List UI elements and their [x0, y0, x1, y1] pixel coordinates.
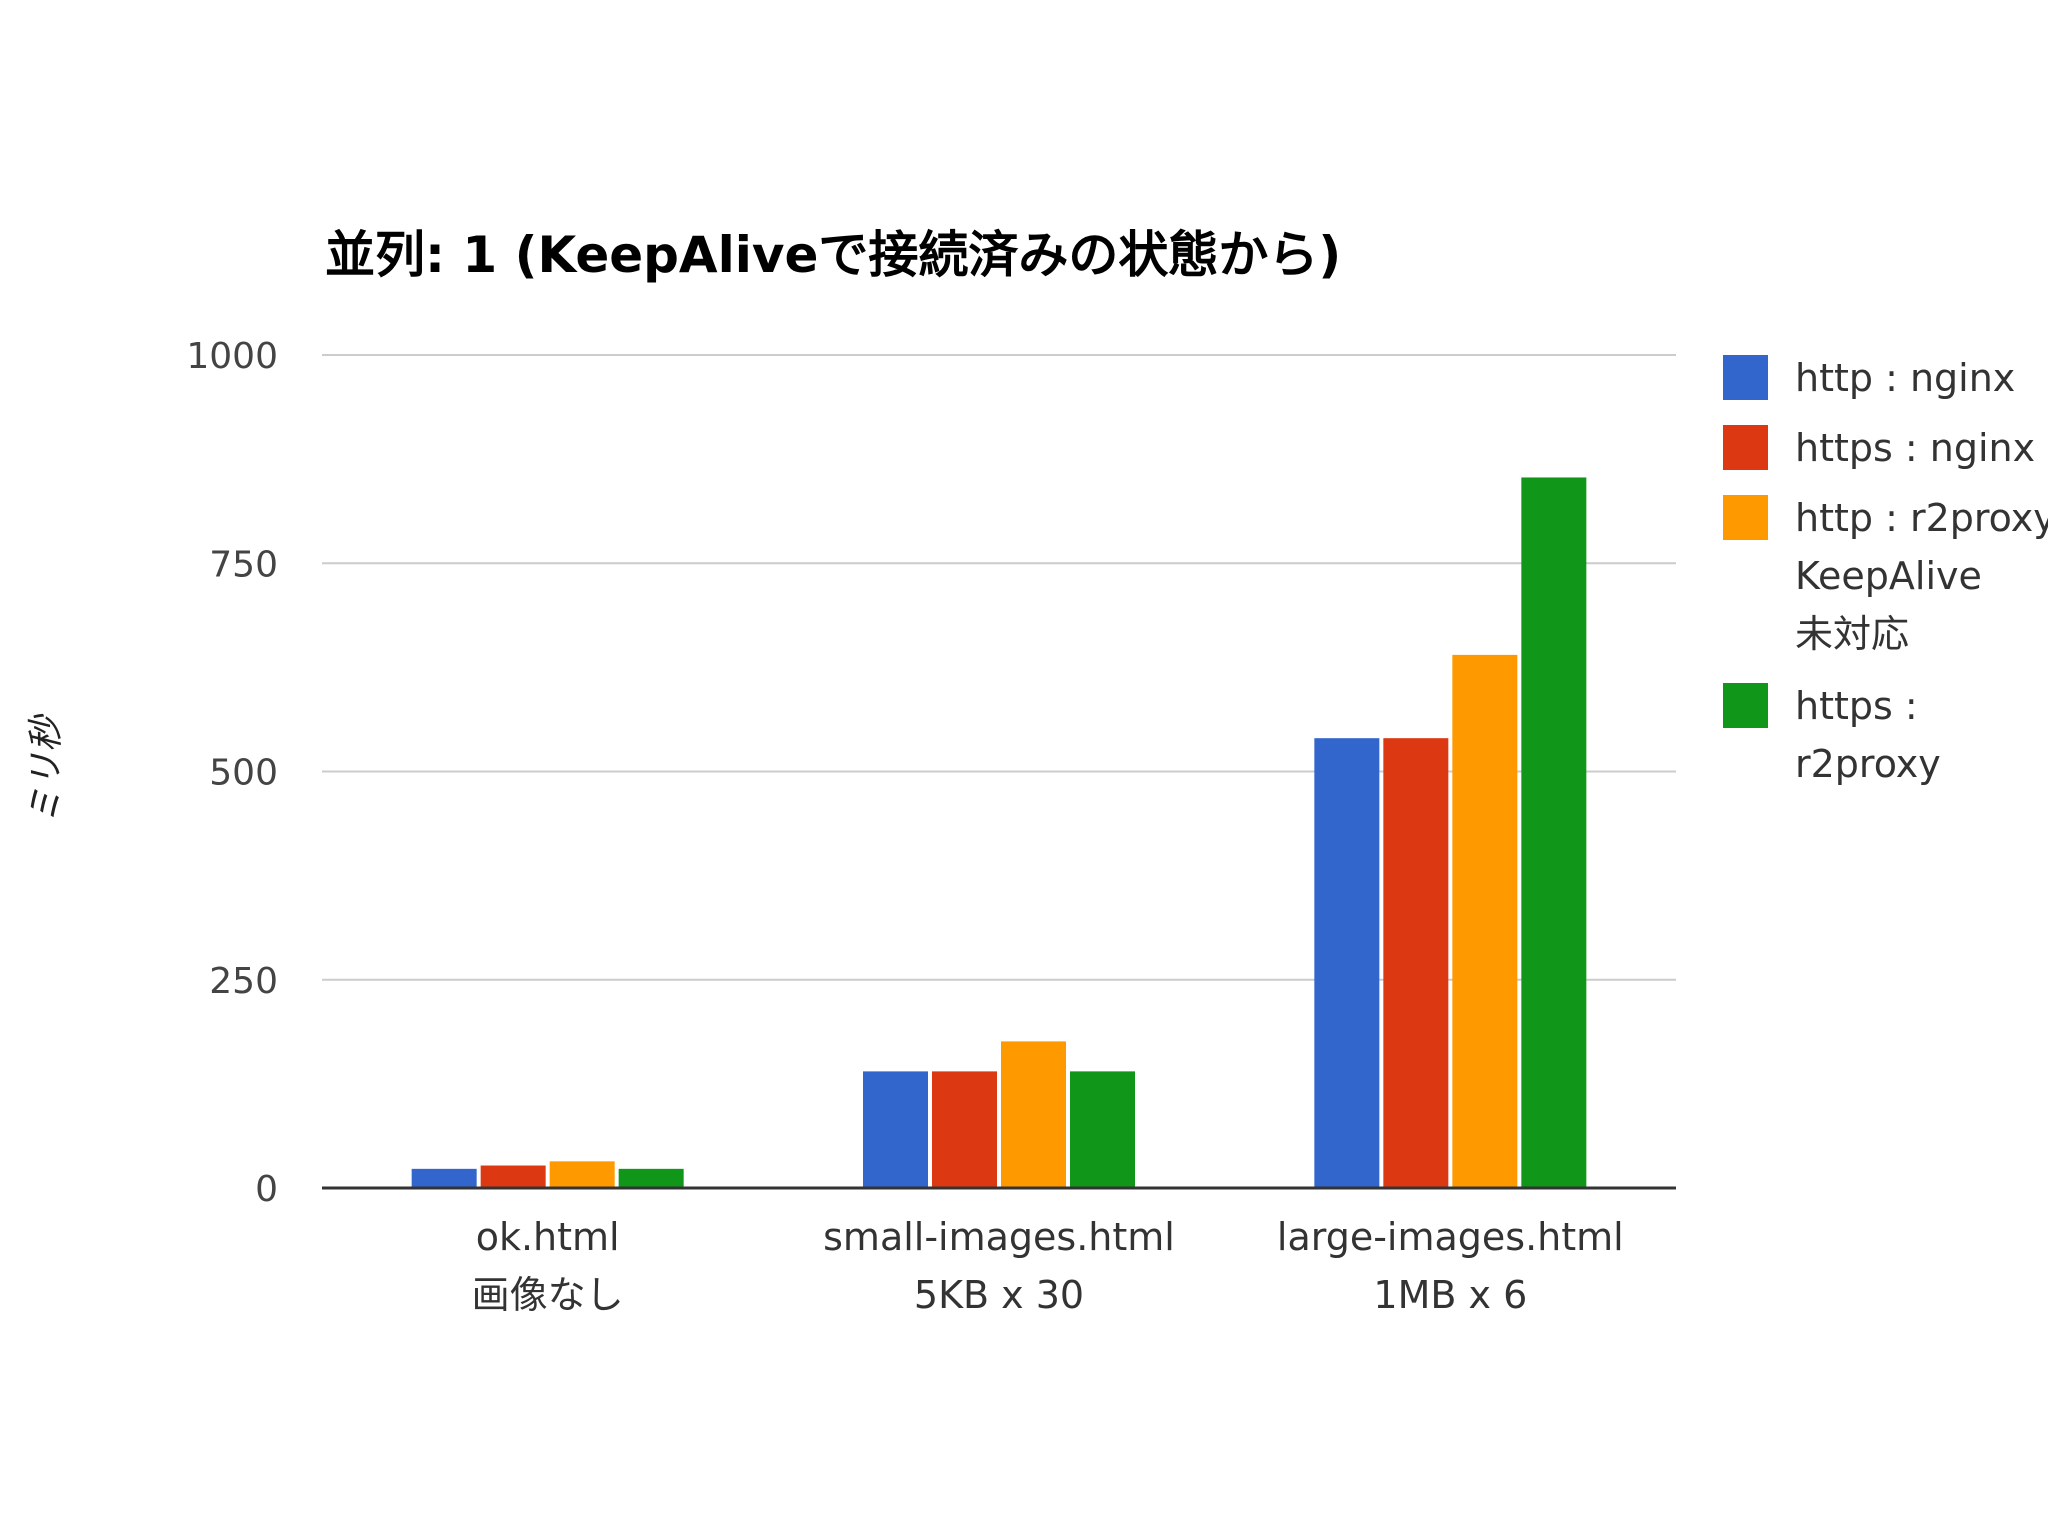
x-tick-label: small-images.html	[823, 1215, 1175, 1259]
legend-swatch	[1723, 425, 1768, 470]
legend[interactable]: http : nginx https : nginx http : r2proxy K…	[1723, 355, 2048, 786]
x-tick-label: 5KB x 30	[914, 1273, 1084, 1317]
bar[interactable]	[1452, 654, 1518, 1188]
chart-title: 並列: 1 (KeepAliveで接続済みの状態から)	[325, 226, 1341, 284]
y-tick-label: 250	[209, 961, 278, 1002]
y-tick-label: 750	[209, 544, 278, 585]
x-tick-label: 画像なし	[472, 1273, 624, 1317]
legend-label: KeepAlive	[1795, 554, 1982, 598]
bar[interactable]	[863, 1071, 928, 1188]
legend-label: r2proxy	[1795, 742, 1941, 786]
bar[interactable]	[411, 1168, 477, 1188]
legend-swatch	[1723, 355, 1768, 400]
bar[interactable]	[1521, 477, 1587, 1188]
legend-swatch	[1723, 495, 1768, 540]
x-tick-label: 1MB x 6	[1373, 1273, 1527, 1317]
x-tick-label: large-images.html	[1277, 1215, 1624, 1259]
bar[interactable]	[1001, 1041, 1066, 1188]
bars	[411, 477, 1587, 1188]
y-tick-label: 1000	[186, 336, 278, 377]
bar[interactable]	[549, 1161, 615, 1188]
bar[interactable]	[1314, 738, 1380, 1188]
bar[interactable]	[618, 1168, 684, 1188]
bar[interactable]	[1070, 1071, 1135, 1188]
legend-label: 未対応	[1795, 612, 1909, 656]
gridlines	[322, 354, 1676, 981]
legend-label: http : r2proxy	[1795, 496, 2048, 540]
bar[interactable]	[480, 1165, 546, 1188]
y-tick-label: 500	[209, 753, 278, 794]
y-tick-label: 0	[255, 1169, 278, 1210]
bar[interactable]	[1383, 738, 1449, 1188]
legend-swatch	[1723, 683, 1768, 728]
axes: 0 250 500 750 1000 ok.html 画像なし small-images.ht…	[186, 336, 1676, 1317]
legend-label: https : nginx	[1795, 426, 2035, 470]
legend-label: https :	[1795, 684, 1918, 728]
legend-label: http : nginx	[1795, 356, 2015, 400]
y-axis-label: ミリ秒	[26, 713, 67, 824]
x-tick-label: ok.html	[476, 1215, 620, 1259]
bar[interactable]	[932, 1071, 997, 1188]
